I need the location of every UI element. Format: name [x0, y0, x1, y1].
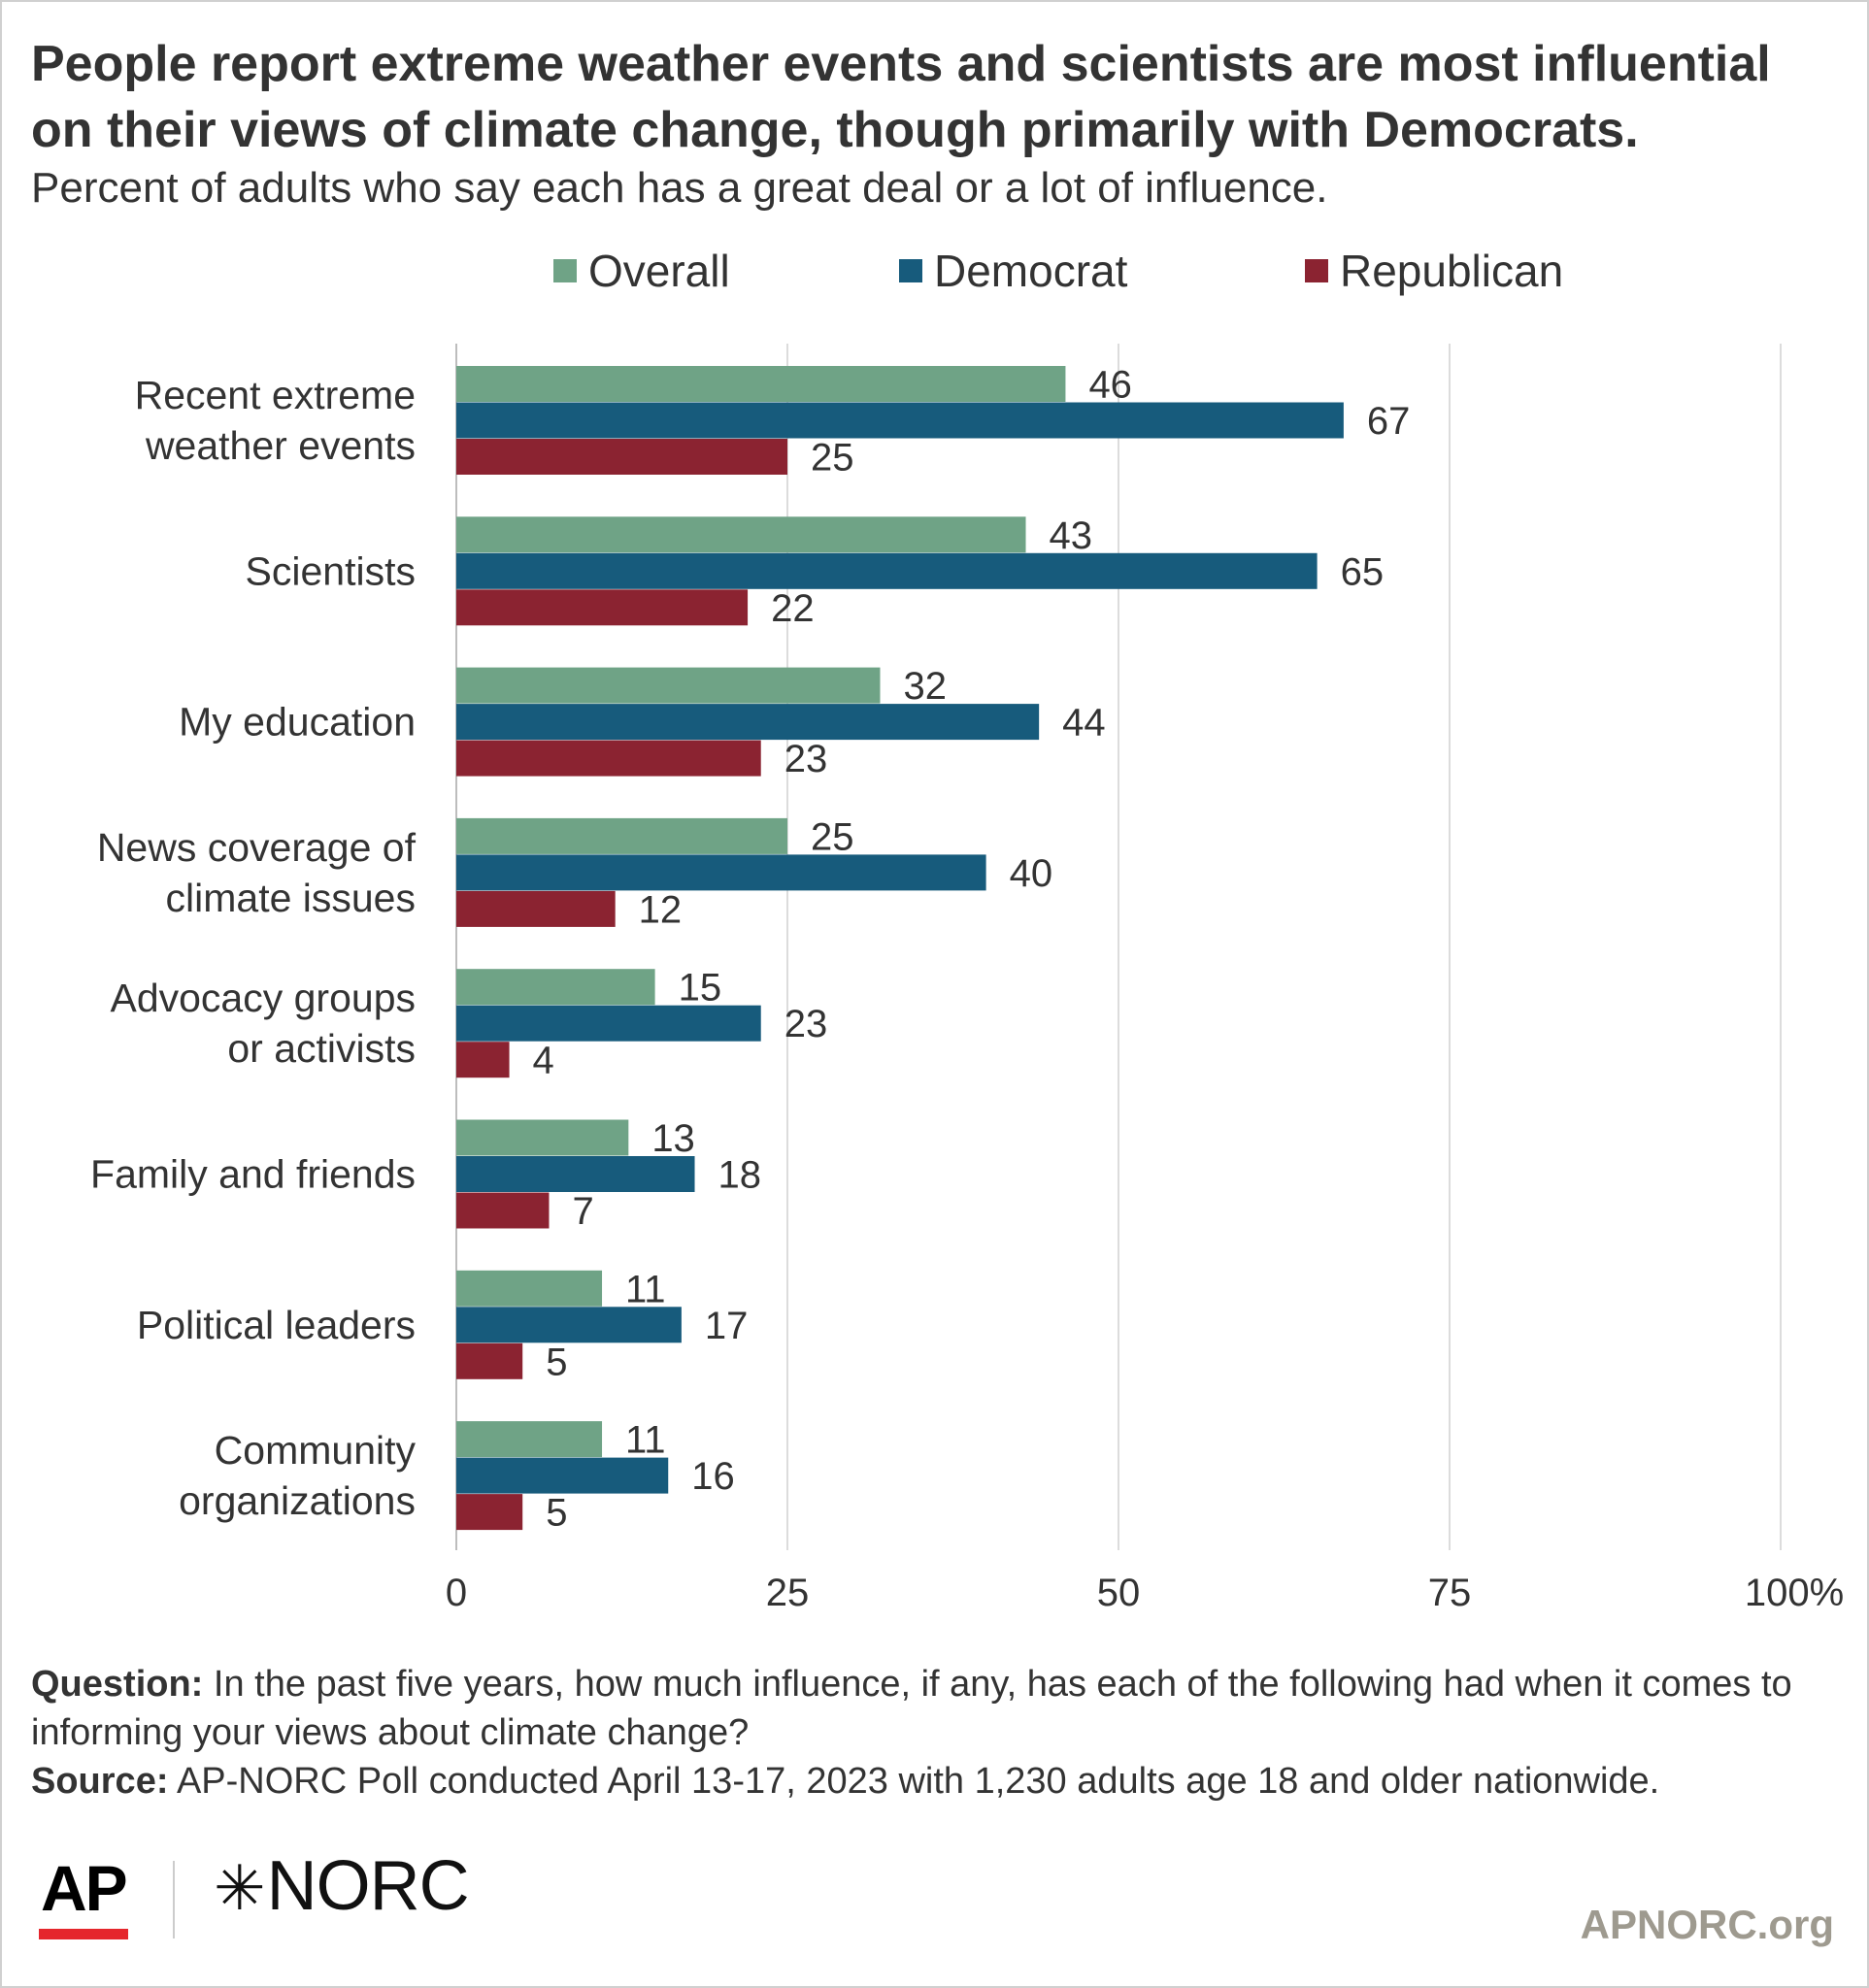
category-label: News coverage of — [97, 825, 417, 870]
bar — [456, 516, 1026, 553]
data-label: 7 — [572, 1190, 593, 1233]
category-label: Family and friends — [90, 1152, 416, 1197]
data-label: 18 — [718, 1154, 762, 1197]
bar — [456, 589, 749, 626]
bar — [456, 740, 761, 777]
bar — [456, 890, 616, 927]
x-tick-label: 0 — [446, 1572, 467, 1614]
norc-wordmark: NORC — [266, 1847, 470, 1925]
data-label: 15 — [679, 967, 722, 1010]
data-label: 23 — [784, 1003, 828, 1045]
legend-item-democrat: Democrat — [899, 242, 1127, 300]
legend-item-overall: Overall — [553, 242, 730, 300]
bar — [456, 402, 1344, 439]
category-label: Political leaders — [137, 1303, 416, 1347]
category-label: weather events — [145, 423, 416, 468]
legend-swatch-republican — [1305, 259, 1328, 282]
category-label: organizations — [179, 1478, 416, 1523]
bar — [456, 704, 1040, 741]
legend-item-republican: Republican — [1305, 242, 1563, 300]
x-tick-label: 100% — [1745, 1572, 1844, 1614]
data-label: 23 — [784, 738, 828, 780]
data-label: 25 — [811, 437, 854, 480]
norc-logo: ✳NORC — [214, 1846, 470, 1926]
logo-divider — [173, 1861, 175, 1938]
data-label: 32 — [903, 665, 947, 708]
x-tick-label: 50 — [1097, 1572, 1141, 1614]
data-label: 65 — [1341, 550, 1385, 593]
bar — [456, 667, 881, 704]
footnote: Question: In the past five years, how mu… — [31, 1660, 1837, 1806]
bar — [456, 439, 787, 475]
data-label: 43 — [1050, 514, 1093, 557]
bar — [456, 854, 986, 891]
legend-label-overall: Overall — [588, 246, 730, 296]
data-label: 4 — [533, 1040, 554, 1082]
category-label: My education — [179, 700, 416, 745]
category-label: or activists — [227, 1026, 416, 1071]
bar — [456, 817, 787, 854]
bar — [456, 969, 655, 1006]
data-label: 46 — [1088, 364, 1132, 407]
legend-label-democrat: Democrat — [934, 246, 1128, 296]
bar — [456, 366, 1066, 402]
data-label: 44 — [1062, 702, 1106, 745]
bar — [456, 552, 1318, 589]
category-label: Scientists — [246, 548, 416, 593]
data-label: 17 — [705, 1305, 749, 1347]
category-label: Community — [215, 1428, 417, 1473]
data-label: 40 — [1010, 852, 1053, 895]
ap-logo: AP — [41, 1852, 128, 1924]
question-text: In the past five years, how much influen… — [31, 1664, 1792, 1753]
ap-logo-bar — [39, 1929, 128, 1939]
question-label: Question: — [31, 1664, 204, 1705]
data-label: 16 — [691, 1455, 735, 1498]
data-label: 13 — [651, 1117, 695, 1160]
source-text: AP-NORC Poll conducted April 13-17, 2023… — [168, 1761, 1660, 1802]
bar — [456, 1005, 761, 1042]
legend-swatch-democrat — [899, 259, 922, 282]
x-tick-label: 75 — [1428, 1572, 1472, 1614]
source-note: Source: AP-NORC Poll conducted April 13-… — [31, 1757, 1837, 1806]
norc-star-icon: ✳ — [214, 1853, 266, 1923]
data-label: 5 — [546, 1492, 567, 1535]
bar — [456, 1421, 603, 1458]
category-label: Advocacy groups — [110, 976, 416, 1020]
bar — [456, 1270, 603, 1307]
data-label: 22 — [771, 587, 815, 630]
bar — [456, 1192, 550, 1229]
chart-subtitle: Percent of adults who say each has a gre… — [31, 164, 1328, 212]
question-note: Question: In the past five years, how mu… — [31, 1660, 1837, 1757]
x-tick-label: 25 — [766, 1572, 810, 1614]
bar — [456, 1342, 523, 1379]
legend-label-republican: Republican — [1340, 246, 1564, 296]
bar — [456, 1119, 629, 1156]
data-label: 11 — [625, 1268, 666, 1310]
data-label: 67 — [1367, 400, 1411, 443]
bar — [456, 1042, 510, 1078]
bar — [456, 1494, 523, 1531]
data-label: 25 — [811, 815, 854, 858]
site-url: APNORC.org — [1580, 1902, 1834, 1947]
data-label: 12 — [639, 888, 683, 931]
category-label: Recent extreme — [135, 373, 416, 417]
bar — [456, 1307, 682, 1343]
data-label: 11 — [625, 1419, 666, 1462]
chart-legend: Overall Democrat Republican — [2, 242, 1869, 300]
category-label: climate issues — [166, 876, 416, 920]
legend-swatch-overall — [553, 259, 577, 282]
bar — [456, 1156, 695, 1192]
source-label: Source: — [31, 1761, 169, 1802]
data-label: 5 — [546, 1341, 567, 1383]
bar — [456, 1457, 669, 1494]
chart-title: People report extreme weather events and… — [31, 36, 1771, 158]
